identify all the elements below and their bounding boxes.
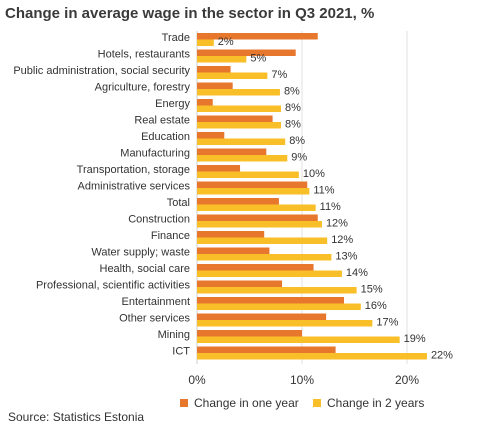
data-label: 8% xyxy=(284,86,300,98)
data-label: 7% xyxy=(271,69,287,81)
data-label: 9% xyxy=(291,152,307,164)
bar-one-year xyxy=(197,214,318,221)
category-label: ICT xyxy=(172,346,190,358)
category-label: Transportation, storage xyxy=(77,164,190,176)
bar-two-years xyxy=(197,336,400,343)
bar-two-years xyxy=(197,254,332,261)
category-label: Hotels, restaurants xyxy=(98,49,191,61)
chart-title: Change in average wage in the sector in … xyxy=(5,5,375,22)
bar-one-year xyxy=(197,231,265,238)
bar-one-year xyxy=(197,132,225,139)
bar-one-year xyxy=(197,247,270,254)
x-tick-label: 0% xyxy=(188,373,206,387)
category-label: Real estate xyxy=(134,115,190,127)
data-label: 16% xyxy=(365,300,387,312)
bar-two-years xyxy=(197,320,373,327)
bar-two-years xyxy=(197,155,288,162)
category-label: Public administration, social security xyxy=(13,65,190,77)
category-label: Entertainment xyxy=(122,296,190,308)
bar-one-year xyxy=(197,115,273,122)
bar-one-year xyxy=(197,33,318,40)
category-label: Other services xyxy=(119,313,190,325)
bar-one-year xyxy=(197,82,233,89)
bar-one-year xyxy=(197,313,327,320)
bar-one-year xyxy=(197,280,283,287)
data-label: 17% xyxy=(376,317,398,329)
data-label: 11% xyxy=(320,201,341,213)
bar-one-year xyxy=(197,330,302,337)
data-label: 19% xyxy=(404,333,426,345)
category-label: Manufacturing xyxy=(120,148,190,160)
bar-two-years xyxy=(197,188,310,195)
category-label: Health, social care xyxy=(100,263,191,275)
bar-one-year xyxy=(197,49,296,56)
bar-one-year xyxy=(197,198,279,205)
bar-two-years xyxy=(197,122,281,129)
bar-two-years xyxy=(197,353,427,360)
data-label: 8% xyxy=(289,135,305,147)
bar-two-years xyxy=(197,138,286,145)
bar-two-years xyxy=(197,89,280,96)
source-note: Source: Statistics Estonia xyxy=(8,410,145,424)
x-tick-label: 20% xyxy=(395,373,419,387)
category-label: Finance xyxy=(151,230,190,242)
bar-two-years xyxy=(197,72,268,79)
category-label: Water supply; waste xyxy=(91,247,190,259)
data-label: 8% xyxy=(285,102,301,114)
bar-two-years xyxy=(197,56,247,63)
category-label: Trade xyxy=(162,32,190,44)
data-label: 8% xyxy=(285,119,301,131)
data-label: 13% xyxy=(335,251,357,263)
bar-one-year xyxy=(197,181,308,188)
bar-one-year xyxy=(197,264,314,271)
bar-one-year xyxy=(197,66,231,73)
bar-one-year xyxy=(197,346,336,353)
bar-two-years xyxy=(197,221,322,228)
data-label: 14% xyxy=(346,267,368,279)
bar-two-years xyxy=(197,270,342,277)
category-label: Construction xyxy=(128,214,190,226)
bar-two-years xyxy=(197,237,328,244)
data-label: 12% xyxy=(326,218,348,230)
data-label: 11% xyxy=(313,185,334,197)
bar-two-years xyxy=(197,105,281,112)
bar-two-years xyxy=(197,303,361,310)
bar-two-years xyxy=(197,204,316,211)
bar-two-years xyxy=(197,287,357,294)
bar-two-years xyxy=(197,39,214,46)
category-label: Energy xyxy=(155,98,190,110)
category-label: Education xyxy=(141,131,190,143)
data-label: 2% xyxy=(218,36,234,48)
data-label: 15% xyxy=(361,284,383,296)
bar-one-year xyxy=(197,165,241,172)
category-label: Administrative services xyxy=(78,181,191,193)
x-tick-label: 10% xyxy=(290,373,314,387)
category-label: Total xyxy=(167,197,190,209)
category-label: Professional, scientific activities xyxy=(36,280,191,292)
data-label: 22% xyxy=(431,350,453,362)
bar-one-year xyxy=(197,99,213,106)
data-label: 5% xyxy=(250,53,266,65)
category-label: Agriculture, forestry xyxy=(95,82,191,94)
data-label: 10% xyxy=(303,168,325,180)
data-label: 12% xyxy=(331,234,353,246)
category-label: Mining xyxy=(158,329,190,341)
bar-one-year xyxy=(197,148,267,155)
bar-two-years xyxy=(197,171,299,178)
bar-one-year xyxy=(197,297,344,304)
